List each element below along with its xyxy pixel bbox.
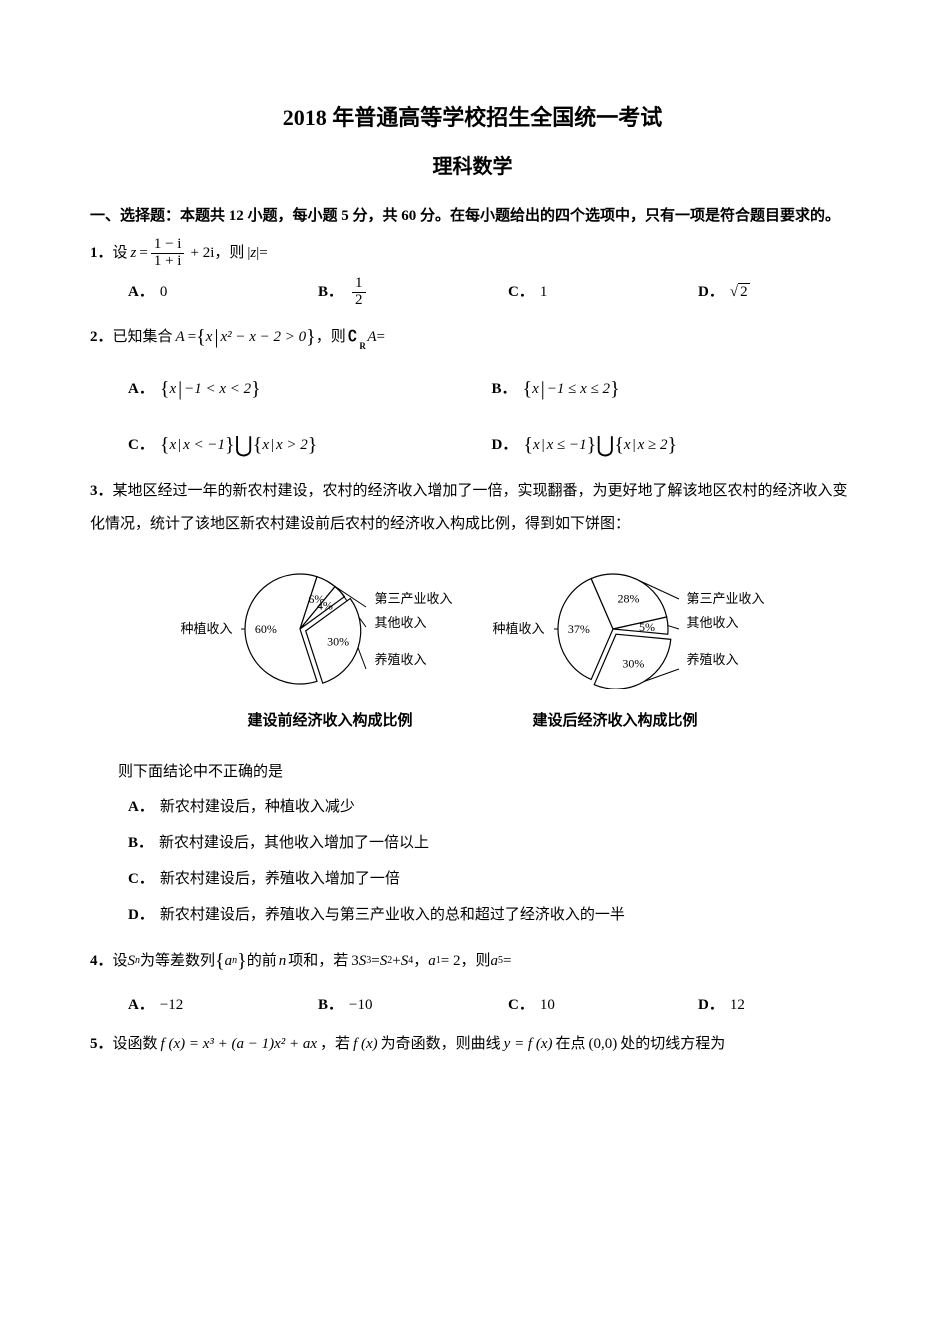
q3-opt-d: D．新农村建设后，养殖收入与第三产业收入的总和超过了经济收入的一半 [128, 897, 855, 933]
question-5: 5． 设函数 f (x) = x³ + (a − 1)x² + ax ，若 f … [90, 1028, 855, 1061]
chart1-caption: 建设前经济收入构成比例 [247, 705, 412, 738]
svg-text:60%: 60% [255, 622, 277, 636]
svg-text:30%: 30% [328, 635, 350, 649]
q1-opt-d: D． 2 [698, 276, 750, 309]
opt-label-a: A． [128, 276, 154, 309]
q1-opt-c-val: 1 [540, 276, 548, 309]
q1-plus2i: + 2i [190, 237, 214, 270]
complement-icon: ∁ [348, 321, 358, 354]
opt-label-d: D． [698, 276, 724, 309]
q1-opt-b-frac: 1 2 [352, 276, 366, 309]
q1-opt-a: A． 0 [128, 276, 318, 309]
title-main: 2018 年普通高等学校招生全国统一考试 [90, 100, 855, 132]
q1-opt-c: C． 1 [508, 276, 698, 309]
svg-text:30%: 30% [622, 657, 644, 671]
q1-frac-num: 1 − i [151, 237, 185, 254]
q3-sub: 则下面结论中不正确的是 [118, 756, 855, 789]
q1-stem-a: 设 [113, 237, 128, 270]
chart2-caption: 建设后经济收入构成比例 [533, 705, 698, 738]
q2-opt-d: D． { x | x ≤ −1 } ⋃ { x | x ≥ 2 } [492, 421, 856, 469]
q1-opt-a-val: 0 [160, 276, 168, 309]
q4-opt-b: B．−10 [318, 989, 508, 1022]
question-3: 3．某地区经过一年的新农村建设，农村的经济收入增加了一倍，实现翻番，为更好地了解… [90, 475, 855, 933]
q2-num: 2． [90, 321, 113, 354]
q4-opt-d: D．12 [698, 989, 745, 1022]
pie-chart-1-svg: 60%6%4%30% [238, 569, 368, 689]
q3-opt-a: A．新农村建设后，种植收入减少 [128, 789, 855, 825]
pie-chart-before: 种植收入 60%6%4%30% 第三产业收入 其他收入 养殖收入 [180, 569, 452, 689]
chart2-r0: 第三产业收入 [687, 587, 765, 610]
svg-text:37%: 37% [567, 622, 589, 636]
opt-label-b: B． [318, 276, 343, 309]
q2-opt-b: B． { x | −1 ≤ x ≤ 2 } [492, 367, 856, 411]
question-1: 1． 设 z = 1 − i 1 + i + 2i ，则 | z | = A． … [90, 237, 855, 309]
title-sub: 理科数学 [90, 150, 855, 179]
chart1-r1: 其他收入 [374, 611, 452, 634]
chart1-left-label: 种植收入 [180, 615, 238, 644]
q1-frac: 1 − i 1 + i [151, 237, 185, 270]
question-4: 4． 设 Sn 为等差数列 { an } 的前 n 项和，若 3S3 = S2 … [90, 939, 855, 1022]
q4-opt-c: C．10 [508, 989, 698, 1022]
chart1-r2: 养殖收入 [374, 648, 452, 671]
chart2-r2: 养殖收入 [687, 648, 765, 671]
q2-opt-c: C． { x | x < −1 } ⋃ { x | x > 2 } [128, 421, 492, 469]
q2-stem-a: 已知集合 [113, 321, 173, 354]
pie-chart-after: 种植收入 37% 28%5% 30% 第三产业收入 其他收入 养殖收入 [493, 569, 765, 689]
q1-z: z [131, 237, 137, 270]
q2-opt-a: A． { x | −1 < x < 2 } [128, 367, 492, 411]
chart2-left-label: 种植收入 [493, 615, 551, 644]
q1-opt-b: B． 1 2 [318, 276, 508, 309]
pie-chart-2-svg: 37% 28%5% 30% [551, 569, 681, 689]
q1-num: 1． [90, 237, 113, 270]
q1-opt-d-sqrt: 2 [730, 276, 750, 309]
q1-frac-den: 1 + i [151, 254, 185, 270]
q1-eq: = [139, 237, 147, 270]
union-icon: ⋃ [235, 421, 253, 469]
opt-label-c: C． [508, 276, 534, 309]
q3-stem: 某地区经过一年的新农村建设，农村的经济收入增加了一倍，实现翻番，为更好地了解该地… [90, 483, 848, 532]
svg-text:4%: 4% [317, 599, 333, 613]
q3-opt-b: B．新农村建设后，其他收入增加了一倍以上 [128, 825, 855, 861]
q1-stem-c: = [259, 237, 267, 270]
svg-text:5%: 5% [639, 620, 655, 634]
q4-opt-a: A．−12 [128, 989, 318, 1022]
q1-stem-b: ，则 [214, 237, 244, 270]
q3-opt-c: C．新农村建设后，养殖收入增加了一倍 [128, 861, 855, 897]
union-icon: ⋃ [596, 421, 614, 469]
chart2-r1: 其他收入 [687, 611, 765, 634]
svg-text:28%: 28% [617, 592, 639, 606]
q3-num: 3． [90, 483, 113, 499]
section-heading: 一、选择题：本题共 12 小题，每小题 5 分，共 60 分。在每小题给出的四个… [120, 201, 855, 231]
question-2: 2． 已知集合 A = { x | x² − x − 2 > 0 } ，则 ∁ … [90, 315, 855, 469]
chart1-r0: 第三产业收入 [374, 587, 452, 610]
